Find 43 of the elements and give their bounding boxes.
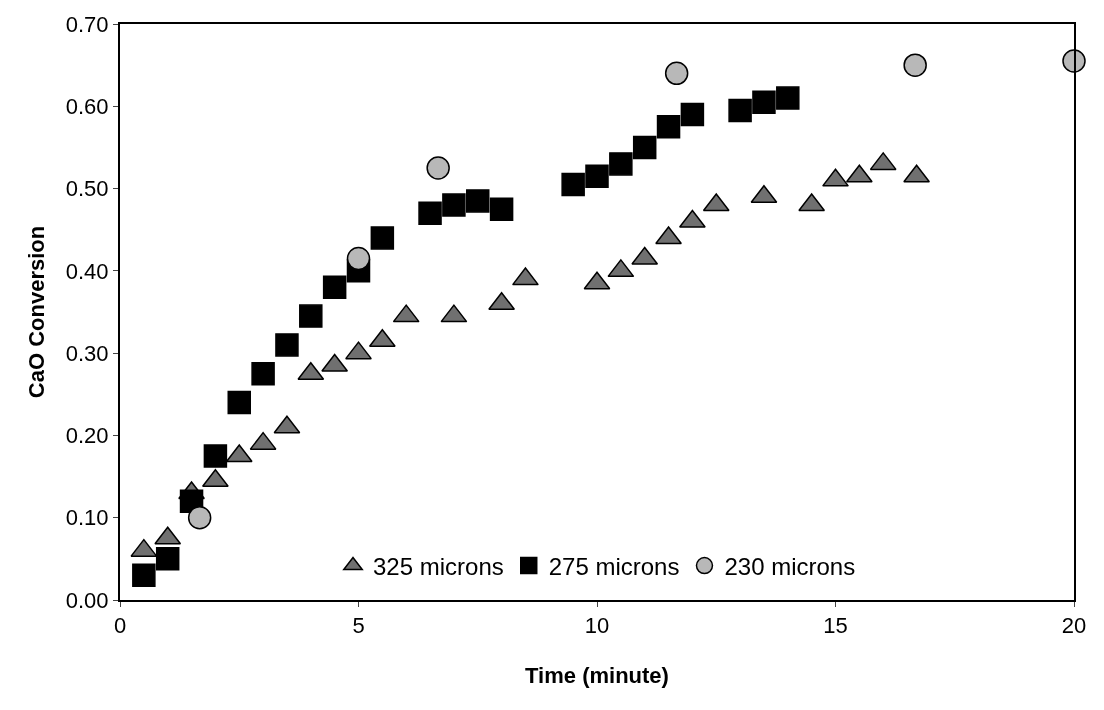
point — [632, 135, 657, 160]
legend-label: 325 microns — [373, 552, 504, 580]
legend-label: 230 microns — [724, 552, 856, 580]
y-tick-label: 0.20 — [65, 423, 109, 449]
x-tick-label: 0 — [113, 613, 127, 639]
legend-label: 275 microns — [548, 552, 680, 580]
y-tick-label: 0.70 — [65, 11, 109, 37]
y-tick-label: 0.40 — [65, 258, 109, 284]
point — [585, 164, 609, 188]
point — [442, 193, 466, 217]
point — [418, 201, 442, 226]
point — [680, 102, 705, 127]
x-tick-label: 5 — [352, 613, 365, 639]
point — [664, 61, 689, 86]
y-tick-label: 0.00 — [65, 587, 109, 613]
x-tick-label: 15 — [823, 613, 848, 639]
x-axis-title: Time (minute) — [525, 662, 669, 688]
y-tick-label: 0.30 — [65, 340, 109, 366]
point — [322, 275, 347, 300]
point — [822, 168, 849, 187]
y-tick-label: 0.60 — [65, 93, 109, 119]
point — [512, 267, 539, 286]
point — [728, 98, 752, 123]
point — [655, 226, 682, 245]
point — [656, 115, 681, 139]
point — [426, 156, 450, 180]
point — [609, 152, 633, 176]
point — [903, 53, 927, 77]
x-tick-label: 10 — [584, 613, 610, 639]
point — [370, 226, 395, 250]
point — [345, 341, 372, 360]
point — [489, 197, 514, 221]
point — [299, 304, 323, 328]
x-tick-label: 20 — [1061, 613, 1087, 639]
y-axis-title: CaO Conversion — [24, 225, 50, 399]
y-tick-label: 0.50 — [65, 176, 109, 202]
point — [346, 246, 371, 271]
point — [1062, 49, 1086, 73]
point — [561, 172, 585, 197]
point — [776, 86, 800, 110]
point — [466, 189, 490, 213]
y-tick-label: 0.10 — [65, 505, 109, 531]
point — [752, 90, 776, 114]
